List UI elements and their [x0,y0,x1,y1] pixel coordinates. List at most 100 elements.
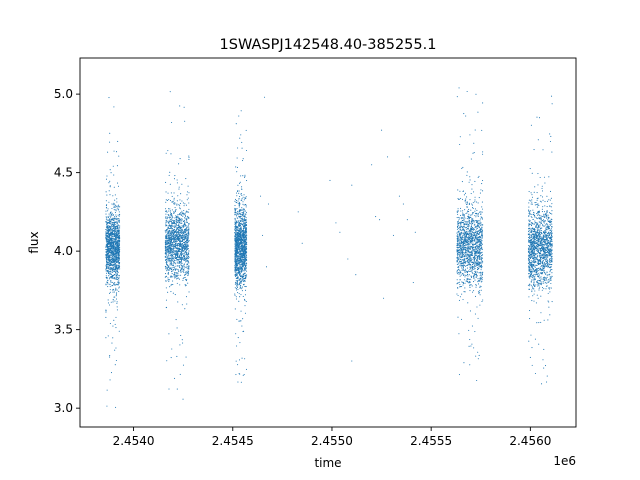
data-point [174,242,176,245]
data-point [175,215,177,217]
data-point [471,218,473,220]
data-point [118,209,120,211]
data-point [184,221,186,223]
data-point [106,405,108,407]
data-point [112,257,114,259]
data-point [178,233,180,235]
data-point [176,182,178,184]
data-point [167,242,170,244]
data-point [113,221,115,223]
data-point [469,176,471,178]
data-point [243,281,245,283]
data-point [111,231,113,233]
data-point [116,302,118,304]
data-point [241,290,243,292]
data-point [237,237,239,240]
data-point [165,299,168,301]
data-point [186,194,188,196]
data-point [244,312,247,314]
data-point [114,244,116,246]
data-point [170,225,172,227]
data-point [107,272,110,275]
data-point [113,186,115,188]
data-point [113,206,115,208]
data-point [243,210,245,212]
data-point [172,229,175,231]
data-point [165,249,167,251]
data-point [112,214,115,216]
data-point [169,286,171,288]
data-point [241,244,243,246]
data-point [245,241,247,243]
data-point [165,247,167,249]
data-point [243,275,245,277]
data-point [178,255,180,257]
data-point [187,257,189,259]
data-point [456,263,458,266]
data-point [112,218,114,220]
data-point [182,212,184,214]
data-point [107,247,109,249]
data-point [116,261,118,263]
data-point [165,280,167,282]
data-point [235,333,237,335]
data-point [167,192,169,194]
data-point [244,294,246,296]
data-point [111,212,113,214]
data-point [457,220,460,222]
data-point [238,257,240,259]
data-point [170,291,172,293]
data-point [168,266,170,268]
data-point [457,254,459,256]
data-point [109,218,111,220]
data-point [180,212,182,214]
data-point [178,247,180,249]
data-point [118,227,120,229]
data-point [116,239,118,241]
data-point [166,266,168,268]
data-point [171,348,173,350]
data-point [470,278,472,280]
data-point [168,224,170,226]
data-point [181,245,183,247]
data-point [107,236,109,238]
data-point [172,245,174,247]
data-point [462,234,464,236]
data-point [236,345,238,347]
data-point [176,232,178,234]
data-point [116,235,119,237]
data-point [185,356,187,358]
data-point [166,360,168,362]
data-point [480,252,482,254]
data-point [186,234,188,236]
data-point [242,295,244,298]
data-point [178,214,180,216]
data-point [188,228,190,230]
data-point [237,279,239,281]
data-point [116,301,118,303]
data-point [185,178,187,180]
data-point [167,232,169,234]
data-point [469,289,471,292]
data-point [183,266,185,268]
data-point [241,209,243,211]
data-point [235,200,238,202]
data-point [168,245,170,247]
data-point [178,217,180,219]
data-point [107,229,109,231]
data-point [175,245,177,247]
data-point [185,215,187,217]
data-point [237,259,240,262]
data-point [186,266,188,268]
data-point [235,235,237,237]
data-point [244,210,246,212]
data-point [112,288,114,290]
data-point [178,243,180,245]
data-point [116,165,118,167]
data-point [117,256,119,258]
data-point [172,292,174,294]
data-point [186,249,188,251]
data-point [480,189,482,191]
data-point [242,220,244,222]
data-point [110,226,112,228]
